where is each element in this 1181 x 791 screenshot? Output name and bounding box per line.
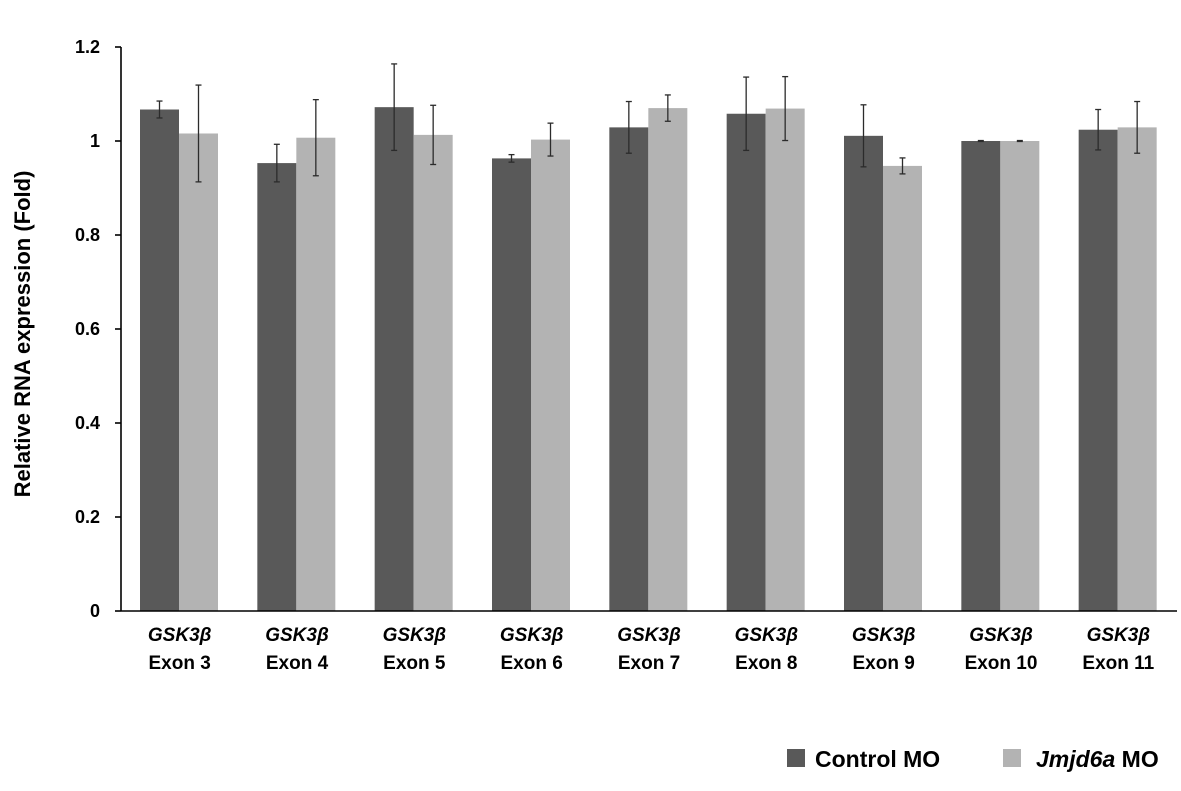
error-bar-control-mo	[391, 63, 398, 152]
error-bar-control-mo	[156, 100, 163, 119]
x-tick-label-gene: GSK3β	[852, 625, 916, 646]
x-tick-label-exon: Exon 4	[266, 653, 329, 674]
x-tick-label-exon: Exon 3	[149, 653, 211, 674]
x-tick-label-exon: Exon 7	[618, 653, 680, 674]
error-bar-jmjd6a-mo	[547, 122, 554, 157]
y-tick-label: 1.2	[75, 37, 100, 57]
x-tick-labels: GSK3β Exon 3 GSK3β Exon 4 GSK3β Exon 5 GSK3β Ex…	[148, 625, 1155, 674]
x-tick-label-gene: GSK3β	[265, 625, 329, 646]
bar-control-mo	[374, 107, 414, 611]
y-tick-label: 0	[90, 601, 100, 621]
y-tick-label: 0.2	[75, 507, 100, 527]
legend-label-control-mo: Control MO	[815, 746, 940, 772]
bar-jmjd6a-mo	[883, 165, 922, 611]
bar-control-mo	[726, 113, 766, 612]
y-ticks: 0 0.2 0.4 0.6 0.8 1 1.2	[75, 37, 121, 621]
error-bar-control-mo	[977, 139, 984, 143]
bar-jmjd6a-mo	[1000, 141, 1040, 611]
error-bar-control-mo	[860, 104, 867, 168]
y-tick-label: 0.4	[75, 413, 100, 433]
legend: Control MO Jmjd6a MO	[787, 746, 1159, 772]
bar-jmjd6a-mo	[531, 139, 570, 611]
x-tick-label-gene: GSK3β	[383, 625, 447, 646]
bar-jmjd6a-mo	[179, 133, 218, 612]
x-tick-label-gene: GSK3β	[969, 625, 1033, 646]
x-tick-label-exon: Exon 10	[965, 653, 1038, 674]
bar-jmjd6a-mo	[1117, 127, 1157, 612]
y-tick-label: 1	[90, 131, 100, 151]
error-bar-jmjd6a-mo	[1016, 139, 1023, 143]
x-tick-label-gene: GSK3β	[735, 625, 799, 646]
error-bars-layer	[156, 63, 1141, 183]
x-tick-label-gene: GSK3β	[500, 625, 564, 646]
bar-jmjd6a-mo	[296, 137, 336, 611]
x-tick-label-exon: Exon 8	[735, 653, 797, 674]
bar-jmjd6a-mo	[765, 108, 805, 611]
x-tick-label-exon: Exon 5	[383, 653, 446, 674]
error-bar-jmjd6a-mo	[782, 75, 789, 142]
bars-layer	[140, 107, 1157, 612]
bar-control-mo	[140, 109, 179, 611]
x-tick-label-exon: Exon 9	[853, 653, 915, 674]
x-tick-label-exon: Exon 6	[501, 653, 563, 674]
legend-swatch-jmjd6a-mo	[1003, 749, 1021, 767]
error-bar-jmjd6a-mo	[312, 98, 319, 177]
error-bar-jmjd6a-mo	[195, 84, 202, 183]
legend-label-jmjd6a-mo: Jmjd6a MO	[1036, 746, 1159, 772]
bar-control-mo	[1078, 129, 1118, 611]
legend-swatch-control-mo	[787, 749, 805, 767]
bar-control-mo	[844, 135, 883, 611]
error-bar-jmjd6a-mo	[430, 104, 437, 166]
error-bar-control-mo	[743, 76, 750, 152]
x-tick-label-gene: GSK3β	[148, 625, 212, 646]
bar-control-mo	[609, 127, 649, 612]
error-bar-control-mo	[508, 153, 515, 163]
bar-jmjd6a-mo	[413, 134, 453, 611]
error-bar-jmjd6a-mo	[664, 94, 671, 122]
error-bar-control-mo	[273, 143, 280, 183]
error-bar-jmjd6a-mo	[1134, 100, 1141, 154]
x-tick-label-gene: GSK3β	[617, 625, 681, 646]
y-axis-title: Relative RNA expression (Fold)	[10, 171, 35, 498]
error-bar-control-mo	[625, 100, 632, 154]
x-tick-label-gene: GSK3β	[1087, 625, 1151, 646]
bar-control-mo	[961, 141, 1001, 611]
error-bar-control-mo	[1095, 108, 1102, 151]
bar-control-mo	[492, 158, 531, 611]
x-tick-label-exon: Exon 11	[1082, 653, 1154, 674]
y-tick-label: 0.6	[75, 319, 100, 339]
y-tick-label: 0.8	[75, 225, 100, 245]
error-bar-jmjd6a-mo	[899, 157, 906, 175]
bar-jmjd6a-mo	[648, 108, 688, 611]
bar-control-mo	[257, 163, 297, 611]
